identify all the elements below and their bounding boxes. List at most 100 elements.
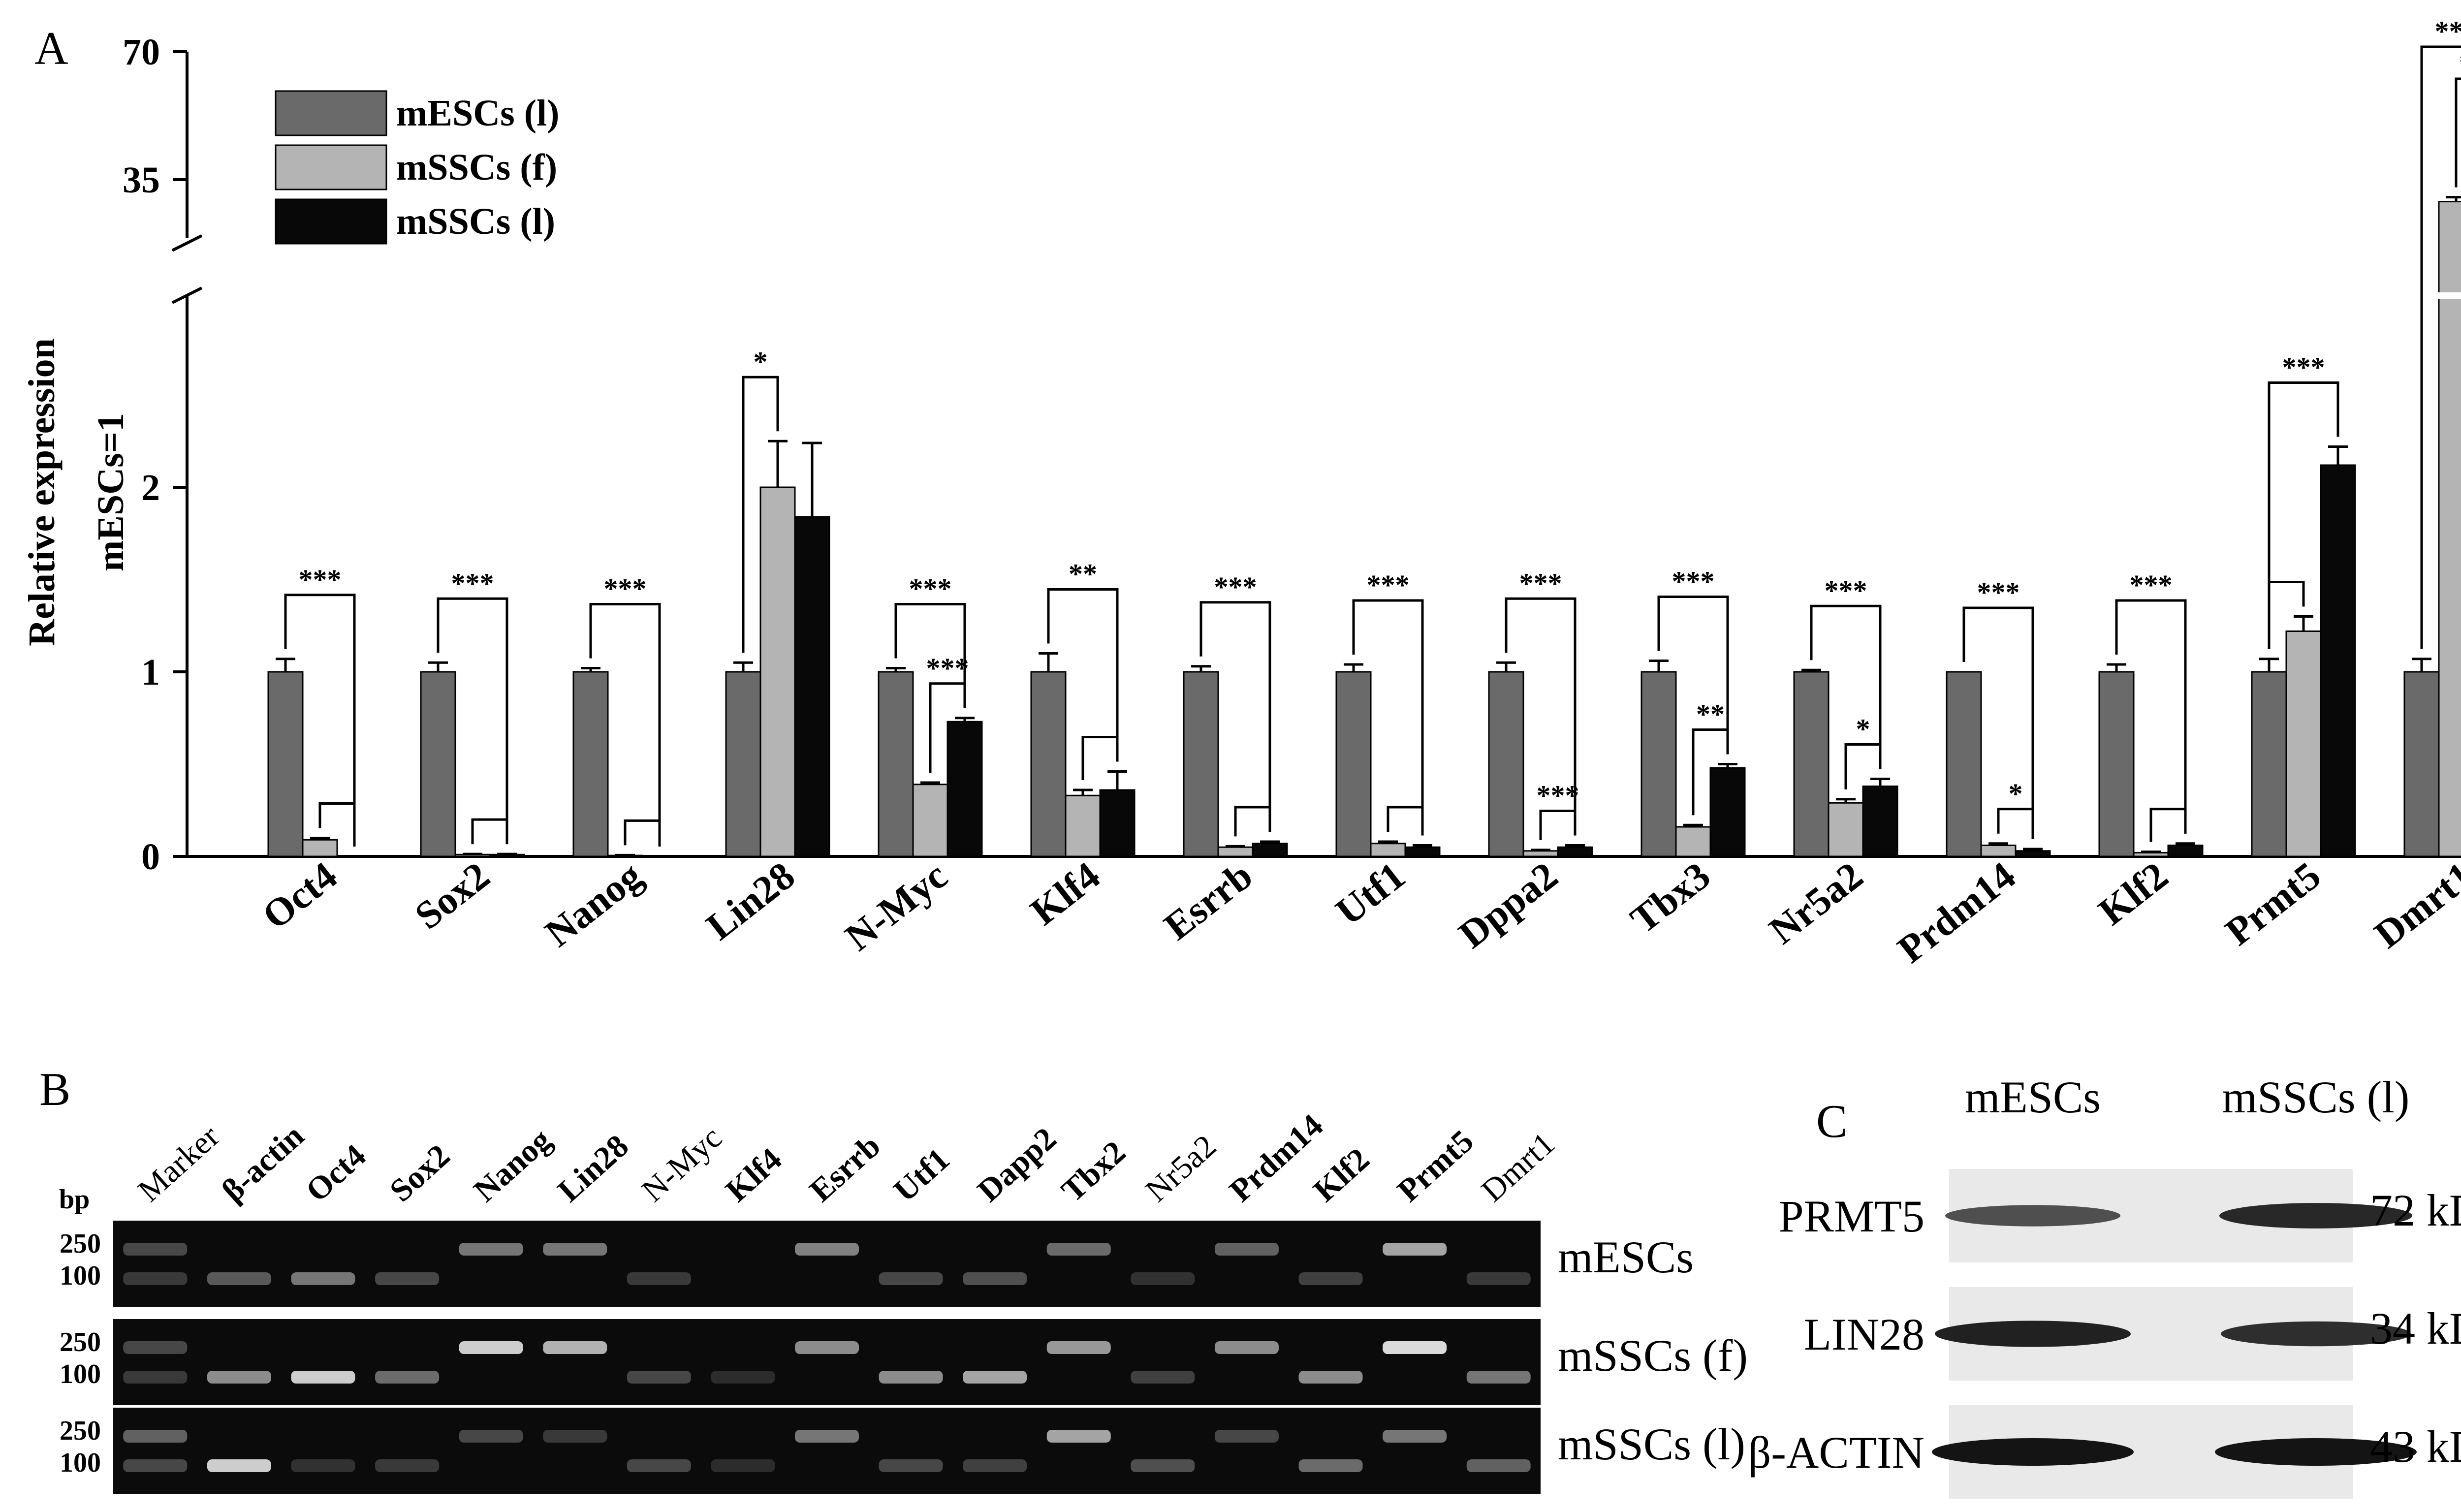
significance-bracket: ***	[1657, 566, 1729, 755]
significance-label: ***	[1537, 780, 1579, 812]
y-tick-label: 70	[123, 32, 160, 73]
gel-lane-label: Marker	[131, 1118, 226, 1209]
gel-band	[123, 1272, 188, 1285]
error-bar	[1260, 840, 1280, 844]
x-tick-label: Dppa2	[1451, 854, 1566, 957]
significance-label: ***	[2130, 569, 2173, 601]
bar-mescs-dmrt1	[2403, 671, 2440, 857]
significance-label: *	[1856, 713, 1870, 745]
gel-lane-label: Lin28	[551, 1128, 635, 1209]
significance-label: ***	[1825, 574, 1867, 606]
x-tick-label: Oct4	[254, 854, 345, 938]
gel-band	[1046, 1243, 1111, 1256]
significance-label: ***	[926, 652, 969, 684]
gel-band	[627, 1272, 691, 1285]
gel-band	[795, 1341, 859, 1354]
western-band	[2215, 1438, 2417, 1466]
western-protein-label: LIN28	[1804, 1309, 1925, 1359]
gel-band	[1046, 1430, 1111, 1443]
y-axis-title-line1: Relative expression	[21, 338, 63, 646]
gel-lane-label: Klf2	[1307, 1141, 1376, 1209]
gel-band	[1131, 1371, 1195, 1384]
gel-lane-label: Dapp2	[971, 1121, 1063, 1209]
x-tick-label: Prmt5	[2217, 854, 2329, 954]
significance-bracket: ***	[926, 652, 969, 773]
gel-band	[1298, 1371, 1363, 1384]
bar-msscs-f-dppa2	[1522, 850, 1559, 857]
error-bar	[2176, 842, 2195, 846]
bar-mescs-prmt5	[2251, 671, 2287, 857]
bar-msscs-f-utf1	[1370, 843, 1406, 857]
error-bar	[1496, 661, 1516, 672]
significance-label: ***	[1367, 569, 1410, 601]
significance-bracket	[624, 819, 661, 847]
legend-swatch	[275, 198, 387, 245]
axis-break-mark	[171, 286, 203, 304]
gel-lane-label: Prmt5	[1390, 1123, 1480, 1209]
error-bar	[2141, 850, 2161, 853]
y-axis-title-line2: mESCs=1	[90, 413, 131, 571]
significance-group: *** *** ************ *** *** ****************…	[284, 15, 2461, 847]
gel-band	[375, 1371, 440, 1384]
significance-label: ***	[1214, 571, 1257, 603]
gel-lane-label: Tbx2	[1055, 1134, 1133, 1209]
gel-band	[1298, 1459, 1363, 1472]
gel-band	[879, 1371, 943, 1384]
bar-mescs-klf4	[1030, 671, 1067, 857]
gel-band	[879, 1272, 943, 1285]
error-bar	[1718, 763, 1737, 768]
error-bar	[1531, 849, 1550, 851]
error-bar	[2023, 848, 2043, 851]
x-tick-label: Esrrb	[1156, 854, 1261, 948]
gel-row-label: mESCs	[1558, 1232, 1694, 1282]
gel-lane-label: Oct4	[299, 1137, 373, 1209]
x-tick-labels: Oct4 Sox2 Nanog Lin28 N-Myc Klf4 Esrrb Utf1 Dppa…	[254, 854, 2461, 972]
error-bar	[955, 717, 975, 722]
bar-mescs-dppa2	[1488, 671, 1524, 857]
western-band	[1945, 1205, 2120, 1227]
gel-band	[123, 1459, 188, 1472]
bar-mescs-oct4	[267, 671, 304, 857]
significance-bracket: ***	[1962, 576, 2034, 839]
error-bar	[1107, 770, 1127, 790]
bar-msscs-l-n-myc	[947, 721, 983, 857]
bars-group	[267, 201, 2461, 857]
gel-band	[207, 1459, 271, 1472]
gel-band	[879, 1459, 943, 1472]
gel-band	[207, 1371, 271, 1384]
significance-bracket: ***	[284, 564, 356, 847]
gel-band	[459, 1341, 523, 1354]
bar-mescs-tbx3	[1641, 671, 1677, 857]
x-tick-label: Dmrt1	[2366, 854, 2461, 957]
significance-label: *	[754, 346, 768, 378]
y-tick-label: 1	[141, 652, 160, 693]
gel-band	[375, 1459, 440, 1472]
significance-bracket: **	[1047, 558, 1119, 762]
bar-mescs-klf2	[2098, 671, 2135, 857]
error-bar	[802, 441, 822, 517]
gel-band	[1466, 1272, 1531, 1285]
gel-lane-label: Klf4	[719, 1141, 789, 1209]
gel-row-label: mSSCs (l)	[1558, 1419, 1745, 1469]
significance-bracket: **	[1692, 698, 1729, 816]
significance-bracket: ***	[2420, 15, 2461, 649]
x-tick-label: Prdm14	[1890, 854, 2023, 972]
significance-label: ***	[1977, 576, 2020, 608]
significance-bracket	[1234, 806, 1271, 837]
significance-bracket	[318, 802, 356, 847]
gel-band	[627, 1371, 691, 1384]
significance-bracket: *	[1997, 778, 2034, 839]
legend-swatch	[275, 144, 387, 190]
western-size-label: 34 kDa	[2370, 1303, 2461, 1354]
significance-bracket: *	[742, 346, 779, 653]
significance-bracket: ***	[1537, 780, 1579, 840]
gel-size-label: 100	[60, 1448, 101, 1478]
gel-lane-label: Prdm14	[1223, 1107, 1330, 1209]
significance-bracket: *	[1844, 713, 1882, 789]
error-bar	[1191, 665, 1211, 672]
gel-band	[1131, 1272, 1195, 1285]
bar-mescs-lin28	[725, 671, 761, 857]
gel-band	[1046, 1341, 1111, 1354]
